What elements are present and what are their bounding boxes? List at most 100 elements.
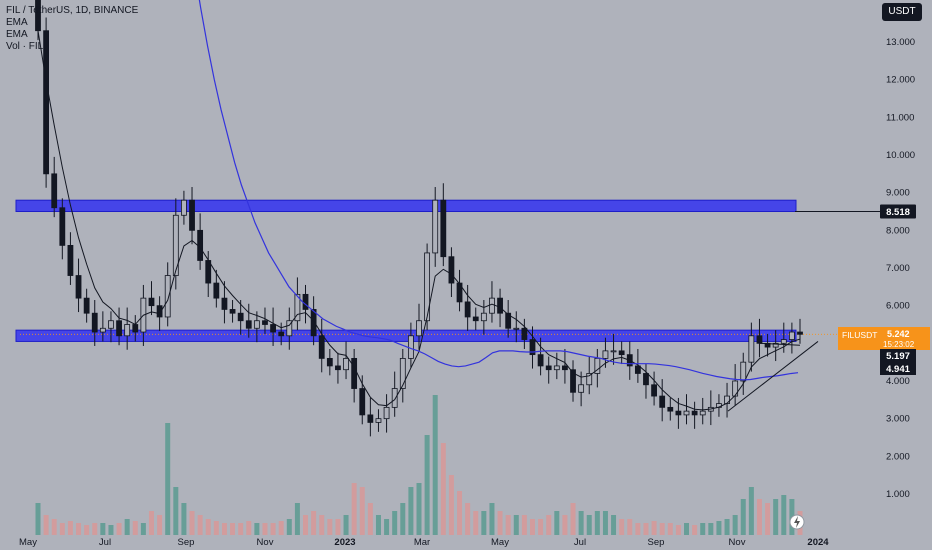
- countdown-text: 15:23:02: [883, 340, 915, 349]
- candle-body: [383, 406, 390, 420]
- candle-body: [359, 388, 366, 416]
- volume-bar: [732, 515, 738, 535]
- volume-bar: [765, 503, 771, 535]
- volume-bar: [140, 523, 146, 535]
- rising-trendline: [727, 341, 819, 412]
- volume-bar: [465, 503, 471, 535]
- volume-bar: [538, 519, 544, 535]
- candle-body: [724, 395, 730, 405]
- x-tick-label: 2023: [334, 537, 355, 548]
- candle-body: [132, 324, 139, 333]
- candle-body: [351, 357, 358, 389]
- volume-bar: [748, 487, 754, 535]
- candle-body: [683, 410, 690, 416]
- volume-bar: [76, 523, 82, 535]
- candle-body: [229, 309, 236, 314]
- candle-body: [270, 324, 276, 333]
- y-tick-label: 11.000: [886, 112, 914, 123]
- volume-bar: [481, 511, 487, 535]
- x-axis[interactable]: May Jul Sep Nov 2023 Mar May Jul Sep Nov 2024: [19, 537, 829, 548]
- candle-body: [148, 297, 155, 307]
- volume-bar: [392, 511, 398, 535]
- volume-bar: [781, 495, 787, 535]
- volume-bar: [311, 511, 317, 535]
- candle-body: [83, 297, 90, 314]
- volume-bar: [238, 523, 244, 535]
- candle-body: [788, 331, 795, 340]
- candle-body: [691, 410, 698, 416]
- volume-bar: [67, 521, 73, 535]
- volume-bar: [667, 523, 673, 535]
- candle-body: [545, 365, 552, 371]
- x-tick-label: May: [491, 537, 509, 548]
- candle-body: [205, 260, 212, 284]
- volume-bar: [773, 499, 779, 535]
- zone-level-text: 8.518: [886, 207, 910, 218]
- legend-ema-2[interactable]: EMA: [6, 29, 28, 40]
- candle-body: [448, 256, 455, 284]
- candle-body: [667, 406, 674, 412]
- volume-bar: [440, 443, 446, 535]
- candle-body: [35, 0, 41, 32]
- volume-bar: [294, 503, 300, 535]
- candle-body: [505, 312, 512, 329]
- volume-bar: [165, 423, 171, 535]
- candle-body: [164, 275, 171, 318]
- zone-rectangles: [15, 199, 880, 342]
- volume-bar: [400, 503, 406, 535]
- volume-bar: [708, 523, 714, 535]
- volume-bar: [643, 523, 649, 535]
- y-tick-label: 12.000: [886, 75, 915, 86]
- x-tick-label: May: [19, 537, 37, 548]
- candle-body: [562, 365, 568, 371]
- x-tick-label: Jul: [99, 537, 111, 548]
- candle-body: [294, 293, 301, 322]
- x-tick-label: 2024: [807, 537, 829, 548]
- volume-bar: [432, 395, 438, 535]
- candle-body: [651, 384, 657, 397]
- candle-body: [464, 301, 471, 318]
- legend-symbol[interactable]: FIL / TetherUS, 1D, BINANCE: [6, 5, 139, 16]
- candle-body: [172, 214, 179, 276]
- candle-body: [407, 335, 414, 359]
- candle-body: [659, 395, 666, 408]
- candle-body: [375, 418, 382, 423]
- y-tick-label: 1.000: [886, 489, 910, 500]
- volume-bar: [205, 519, 211, 535]
- y-axis[interactable]: 13.000 12.000 11.000 10.000 9.000 8.000 7.000 6…: [886, 37, 915, 500]
- volume-bar: [132, 521, 138, 535]
- ema-b-text: 4.941: [886, 364, 910, 375]
- legend-volume[interactable]: Vol · FIL: [6, 41, 44, 52]
- volume-bar: [157, 515, 163, 535]
- y-tick-label: 13.000: [886, 37, 915, 48]
- volume-bar: [700, 523, 706, 535]
- volume-bar: [724, 519, 730, 535]
- volume-bar: [651, 521, 657, 535]
- volume-bar: [213, 521, 219, 535]
- candle-body: [594, 357, 601, 374]
- candle-body: [253, 320, 260, 329]
- candle-body: [416, 320, 422, 337]
- volume-bar: [497, 511, 503, 535]
- volume-bar: [343, 515, 349, 535]
- currency-unit-button[interactable]: USDT: [882, 3, 922, 21]
- volume-bar: [375, 515, 381, 535]
- volume-bar: [627, 519, 633, 535]
- candle-body: [480, 312, 487, 322]
- candle-body: [156, 305, 163, 318]
- volume-bar: [221, 523, 227, 535]
- candle-body: [440, 199, 447, 258]
- candle-body: [99, 327, 106, 333]
- volume-bar: [529, 519, 535, 535]
- volume-bar: [562, 515, 568, 535]
- legend-ema-1[interactable]: EMA: [6, 17, 28, 28]
- candle-body: [618, 350, 625, 356]
- x-tick-label: Jul: [574, 537, 586, 548]
- candle-body: [472, 316, 479, 322]
- x-tick-label: Sep: [648, 537, 665, 548]
- ema-long-line: [198, 0, 799, 381]
- candles: [35, 0, 803, 437]
- volume-bar: [554, 511, 560, 535]
- candle-body: [553, 365, 560, 371]
